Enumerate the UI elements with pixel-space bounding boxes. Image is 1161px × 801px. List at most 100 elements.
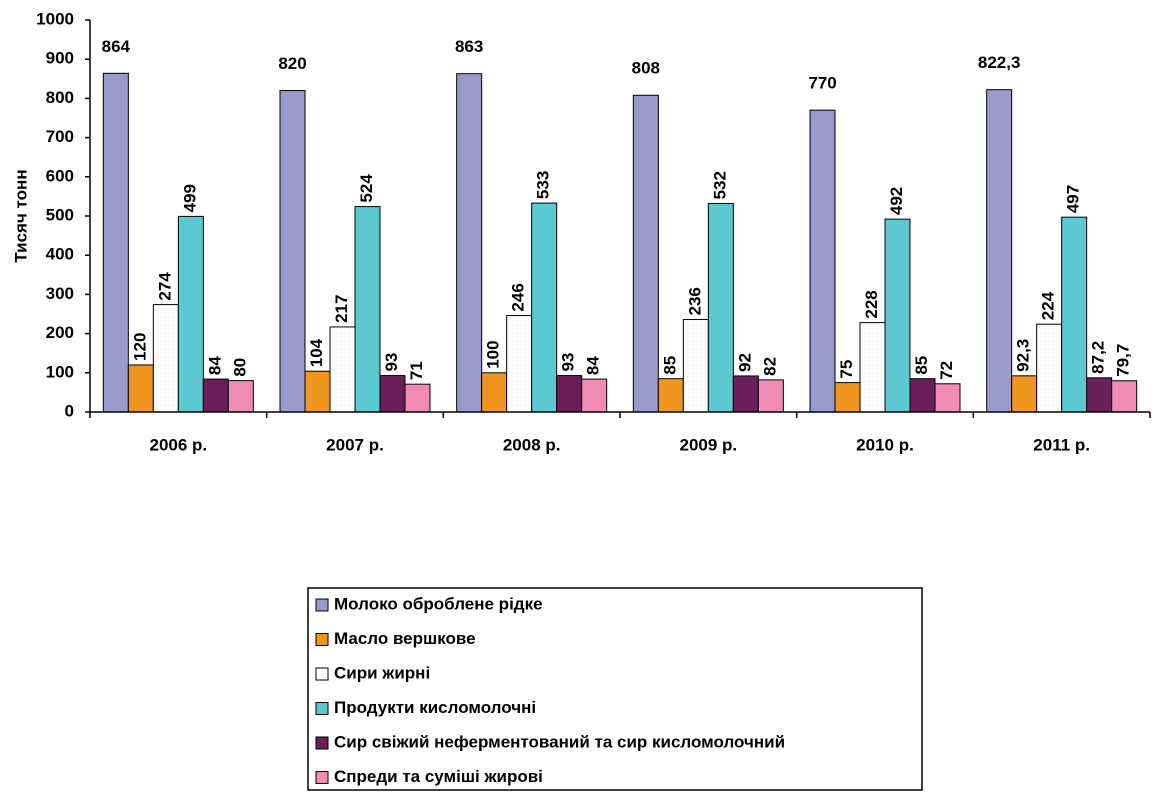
legend-label: Сир свіжий неферментований та сир кислом… [334, 732, 785, 751]
data-label: 246 [509, 283, 528, 311]
bar [177, 215, 204, 413]
bar [329, 326, 356, 413]
y-axis-label: Тисяч тонн [11, 169, 30, 262]
data-label: 217 [332, 295, 351, 323]
y-tick-label: 800 [46, 88, 74, 107]
bar [556, 375, 583, 413]
x-tick-label: 2009 р. [680, 435, 738, 454]
data-label: 820 [278, 54, 306, 73]
y-tick-label: 1000 [36, 9, 74, 28]
data-label: 80 [230, 358, 249, 377]
data-label: 92,3 [1014, 339, 1033, 372]
legend-swatch [315, 633, 329, 646]
data-label: 808 [632, 59, 660, 78]
bar [682, 318, 709, 413]
x-tick-label: 2006 р. [150, 435, 208, 454]
data-label: 224 [1039, 291, 1058, 320]
data-label: 120 [130, 333, 149, 361]
data-label: 532 [710, 171, 729, 199]
bar [506, 315, 533, 413]
bar [657, 378, 684, 413]
bar [152, 304, 179, 413]
bar [934, 383, 961, 413]
bar [834, 382, 861, 413]
data-label: 93 [382, 353, 401, 372]
data-label: 75 [837, 360, 856, 379]
data-label: 92 [735, 353, 754, 372]
bar [202, 378, 229, 413]
data-label: 93 [559, 353, 578, 372]
data-label: 104 [307, 338, 326, 367]
data-label: 864 [102, 37, 131, 56]
bar [884, 218, 911, 413]
y-tick-label: 0 [65, 401, 74, 420]
data-label: 492 [887, 187, 906, 215]
bar [1061, 216, 1088, 413]
data-label: 85 [912, 356, 931, 375]
data-label: 71 [407, 361, 426, 380]
data-label: 863 [455, 37, 483, 56]
legend-label: Молоко оброблене рідке [334, 594, 543, 613]
y-tick-label: 300 [46, 284, 74, 303]
legend-label: Масло вершкове [334, 629, 476, 648]
bar [456, 73, 483, 413]
data-label: 770 [808, 74, 836, 93]
bar [404, 383, 431, 413]
data-label: 85 [660, 356, 679, 375]
bar [909, 378, 936, 413]
y-tick-label: 400 [46, 245, 74, 264]
x-tick-label: 2008 р. [503, 435, 561, 454]
x-tick-label: 2010 р. [856, 435, 914, 454]
data-label: 84 [205, 356, 224, 375]
data-label: 236 [685, 287, 704, 315]
data-label: 84 [584, 356, 603, 375]
data-label: 533 [534, 171, 553, 199]
bar [531, 202, 558, 413]
data-label: 79,7 [1114, 344, 1133, 377]
y-tick-label: 900 [46, 49, 74, 68]
bar [304, 370, 331, 413]
data-label: 524 [357, 174, 376, 203]
bar [102, 72, 129, 413]
bar [481, 372, 508, 413]
bar [632, 94, 659, 413]
y-tick-label: 700 [46, 127, 74, 146]
legend-swatch [315, 667, 329, 681]
data-label: 499 [180, 184, 199, 212]
y-tick-label: 500 [46, 205, 74, 224]
y-tick-label: 600 [46, 166, 74, 185]
bar [859, 322, 886, 413]
bar [379, 375, 406, 413]
data-label: 822,3 [978, 53, 1021, 72]
data-label: 274 [155, 272, 174, 301]
data-label: 228 [862, 290, 881, 318]
y-tick-label: 100 [46, 362, 74, 381]
legend-swatch [315, 771, 329, 784]
x-tick-label: 2007 р. [326, 435, 384, 454]
bar [1036, 323, 1063, 413]
y-tick-label: 200 [46, 323, 74, 342]
bar [1111, 380, 1138, 413]
legend-label: Сири жирні [334, 663, 430, 682]
bar [279, 90, 306, 413]
data-label: 100 [484, 340, 503, 368]
bar [1011, 375, 1038, 413]
bar [581, 378, 608, 413]
bar [757, 379, 784, 413]
data-label: 87,2 [1089, 341, 1108, 374]
legend-box [307, 587, 923, 791]
x-tick-label: 2011 р. [1033, 435, 1090, 454]
legend-label: Спреди та суміші жирові [334, 767, 543, 786]
bar [732, 375, 759, 413]
data-label: 72 [937, 361, 956, 380]
bar [127, 364, 154, 413]
legend-swatch [315, 702, 329, 715]
legend-swatch [315, 736, 329, 750]
legend-swatch [315, 598, 329, 612]
bar [986, 89, 1013, 413]
bar [354, 206, 381, 413]
data-label: 82 [760, 357, 779, 376]
bar [1086, 377, 1113, 413]
data-label: 497 [1064, 185, 1083, 213]
